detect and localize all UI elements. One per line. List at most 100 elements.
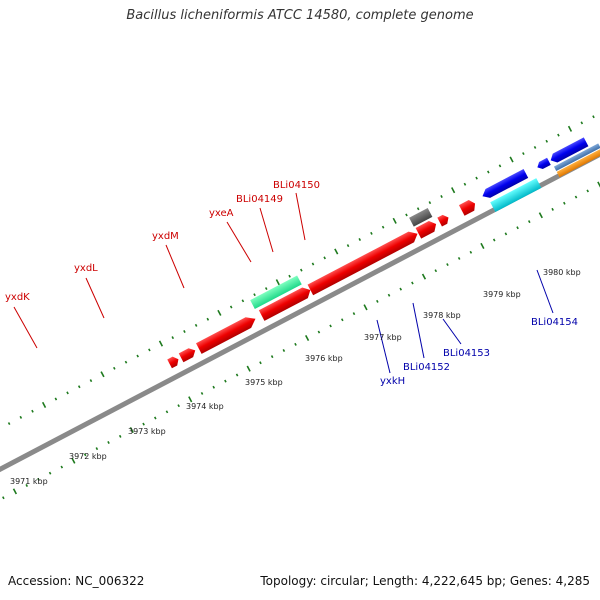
- forward-genes: [167, 198, 478, 369]
- callout-line-BLi04150: [295, 192, 306, 241]
- kbp-scale-labels: 3971 kbp 3972 kbp 3973 kbp 3974 kbp 3975…: [10, 268, 581, 486]
- forward-scale-tick: [592, 115, 595, 119]
- forward-scale-tick: [498, 164, 502, 168]
- gene-labels: yxdK yxdL yxdM yxeA BLi04149 BLi04150 yx…: [5, 180, 578, 387]
- reverse-scale-tick: [259, 361, 262, 365]
- forward-scale-tick: [358, 237, 362, 241]
- gene-label-yxeA[interactable]: yxeA: [209, 208, 234, 219]
- reverse-scale-tick: [188, 396, 193, 403]
- gene-arrow-fwd-yxeA[interactable]: [415, 219, 439, 239]
- forward-scale-tick: [487, 170, 490, 174]
- reverse-scale-tick: [282, 348, 286, 352]
- reverse-scale-tick: [469, 250, 473, 254]
- reverse-scale-tick: [305, 334, 310, 342]
- reverse-scale-tick: [352, 312, 356, 316]
- reverse-scale-tick: [71, 457, 76, 464]
- gene-label-BLi04154[interactable]: BLi04154: [531, 317, 578, 328]
- gene-arrow-fwd-BLi04149[interactable]: [437, 213, 451, 227]
- gene-label-yxdM[interactable]: yxdM: [152, 231, 179, 242]
- kbp-label-3975: 3975 kbp: [245, 378, 283, 387]
- gene-label-yxkH[interactable]: yxkH: [380, 376, 405, 387]
- callout-line-BLi04154: [536, 269, 554, 314]
- callout-line-yxdK: [13, 306, 38, 349]
- gene-box-steel-BLi04152[interactable]: [553, 143, 600, 172]
- forward-scale-tick: [217, 309, 222, 316]
- forward-scale-tick: [275, 279, 280, 286]
- forward-scale-tick: [148, 348, 151, 352]
- kbp-label-3973: 3973 kbp: [128, 427, 166, 436]
- reverse-scale-tick: [142, 422, 145, 426]
- gene-arrow-fwd-yxdM[interactable]: [307, 228, 421, 296]
- forward-scale-tick: [41, 401, 47, 408]
- reverse-scale-tick: [597, 181, 600, 188]
- gene-arrow-fwd-yxdL[interactable]: [258, 285, 313, 321]
- forward-scale-tick: [206, 317, 210, 321]
- gene-arrow-fwd-BLi04150[interactable]: [458, 198, 478, 216]
- reverse-scale-tick: [235, 373, 239, 377]
- gene-label-BLi04149[interactable]: BLi04149: [236, 194, 283, 205]
- reverse-scale-tick: [551, 207, 554, 211]
- reverse-scale-tick: [574, 195, 578, 199]
- forward-scale-tick: [54, 397, 58, 401]
- reverse-scale-tick: [434, 269, 438, 273]
- forward-scale-tick: [381, 225, 385, 229]
- forward-scale-tick: [334, 248, 339, 255]
- gene-arrow-rev-1[interactable]: [480, 168, 529, 201]
- forward-scale-tick: [370, 231, 373, 235]
- forward-scale-tick: [171, 336, 175, 340]
- reverse-scale-tick: [399, 287, 403, 291]
- forward-scale-tick: [440, 195, 443, 198]
- reverse-scale-tick: [504, 232, 508, 236]
- forward-scale-tick: [241, 299, 245, 303]
- gene-box-gray[interactable]: [409, 208, 433, 227]
- forward-scale-tick: [158, 340, 164, 347]
- forward-scale-tick: [451, 187, 456, 194]
- forward-scale-tick: [183, 330, 186, 333]
- gene-box-orange-BLi04153[interactable]: [556, 148, 600, 178]
- forward-scale-tick: [475, 176, 478, 180]
- accession-text: Accession: NC_006322: [8, 574, 145, 588]
- reverse-scale-tick: [107, 441, 110, 444]
- forward-scale-tick: [194, 323, 198, 327]
- reverse-scale-tick: [212, 385, 216, 389]
- reverse-scale-tick: [446, 263, 449, 267]
- reverse-genes: [480, 137, 600, 213]
- callout-line-yxkH: [376, 319, 391, 374]
- reverse-scale-tick: [457, 256, 461, 260]
- reverse-scale-tick: [270, 355, 274, 359]
- gene-arrow-fwd-2[interactable]: [178, 346, 198, 363]
- reverse-scale-tick: [165, 410, 169, 414]
- forward-scale-tick: [416, 207, 420, 211]
- gene-arrow-rev-2[interactable]: [536, 157, 551, 171]
- gene-arrow-fwd-1[interactable]: [167, 355, 181, 369]
- forward-scale-tick: [580, 121, 584, 125]
- gene-label-BLi04153[interactable]: BLi04153: [443, 348, 490, 359]
- reverse-scale-tick: [294, 342, 297, 346]
- callout-lines: [13, 192, 554, 374]
- gene-label-BLi04150[interactable]: BLi04150: [273, 180, 320, 191]
- forward-scale-tick: [136, 354, 139, 358]
- gene-label-BLi04152[interactable]: BLi04152: [403, 362, 450, 373]
- reverse-scale-tick: [224, 379, 227, 383]
- callout-line-yxdM: [165, 244, 185, 289]
- gene-label-yxdL[interactable]: yxdL: [74, 263, 98, 274]
- forward-scale-tick: [89, 379, 93, 383]
- reverse-scale-tick: [480, 242, 485, 249]
- gene-arrow-fwd-yxdK[interactable]: [196, 313, 258, 354]
- reverse-scale-tick: [411, 281, 414, 285]
- forward-scale-tick: [545, 139, 549, 143]
- gene-label-yxdK[interactable]: yxdK: [5, 292, 30, 303]
- reverse-scale-tick: [376, 299, 379, 303]
- gene-box-cyan-yxkH[interactable]: [490, 178, 542, 213]
- reverse-scale-tick: [538, 212, 543, 219]
- forward-scale-tick: [405, 213, 408, 217]
- forward-scale-tick: [113, 366, 116, 370]
- gene-arrow-rev-3[interactable]: [548, 137, 589, 164]
- gene-box-green[interactable]: [250, 275, 302, 309]
- reverse-scale-tick: [527, 220, 531, 224]
- reverse-scale-tick: [118, 434, 122, 438]
- kbp-label-3976: 3976 kbp: [305, 354, 343, 363]
- reverse-scale-tick: [37, 477, 40, 481]
